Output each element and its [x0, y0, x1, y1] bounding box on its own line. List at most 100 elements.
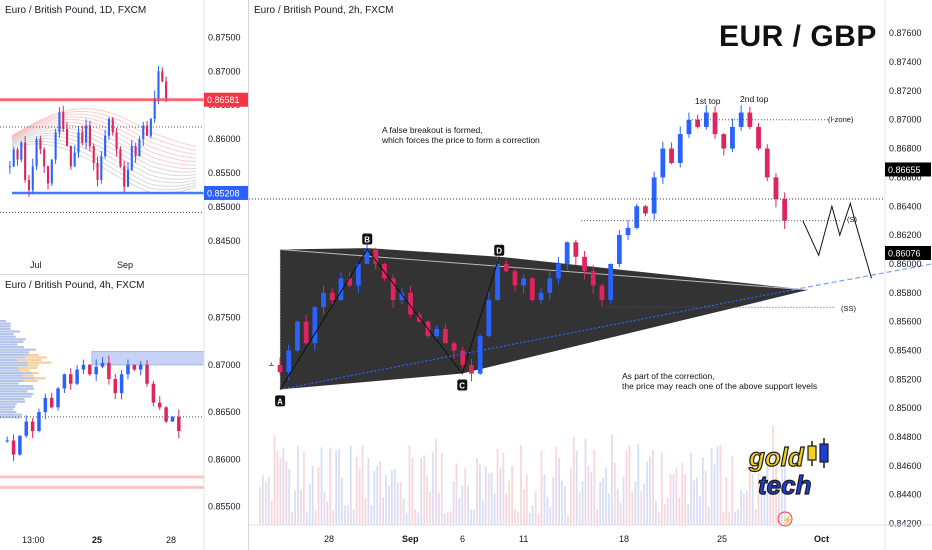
main-candle [469, 364, 474, 374]
daily-candle [73, 152, 76, 167]
volume-bar [549, 507, 552, 525]
volume-bar [479, 464, 481, 525]
moving-average-ribbon-line [11, 121, 197, 166]
volume-bar [432, 452, 434, 525]
main-tick-label: 0.87600 [889, 28, 922, 38]
main-candle [521, 278, 527, 286]
volume-bar [267, 476, 270, 525]
main-candle [321, 292, 326, 308]
volume-bar [452, 481, 455, 525]
abcd-pattern-path [279, 248, 500, 390]
volume-bar [675, 467, 678, 525]
h4-chart-pane[interactable]: 0.87500 0.87000 0.86500 0.86000 0.85500 13:00… [0, 275, 248, 550]
point-marker-label: C [459, 382, 465, 391]
main-candle [399, 292, 405, 300]
volume-bar [396, 482, 399, 525]
volume-bar [426, 476, 428, 525]
main-candle [616, 235, 622, 264]
ascending-trendline [280, 289, 793, 391]
volume-bar [399, 481, 402, 525]
volume-profile-bar [0, 403, 17, 406]
daily-candle [134, 145, 137, 157]
volume-profile-bar [0, 377, 35, 380]
volume-bar [335, 450, 338, 525]
h4-candle [107, 362, 111, 379]
volume-bar [772, 425, 775, 525]
volume-profile-bar-accent [27, 361, 52, 364]
volume-bar [754, 509, 757, 525]
volume-profile-bar [0, 346, 25, 349]
h4-candle [145, 364, 149, 384]
volume-bar [446, 512, 449, 525]
main-candle [295, 321, 300, 351]
h4-red-zone [0, 485, 204, 489]
volume-bar [437, 492, 440, 525]
daily-candle [27, 179, 30, 191]
main-tick-label: 0.86800 [889, 144, 922, 154]
volume-profile-bar [0, 408, 14, 411]
daily-candle [111, 118, 114, 133]
main-candle [730, 126, 735, 149]
daily-candle [115, 132, 118, 150]
volume-bar [440, 453, 443, 525]
logo-candle-icon [807, 438, 829, 468]
main-candle [268, 364, 274, 366]
h4-x-tick-label: 28 [166, 535, 176, 545]
main-candle [564, 242, 570, 264]
main-x-tick-label: Oct [814, 534, 829, 544]
volume-profile-bar-accent [17, 366, 38, 369]
main-x-tick-label: 11 [519, 534, 528, 544]
main-candle [660, 148, 666, 178]
main-candle [695, 119, 701, 127]
main-chart-pane[interactable]: A B C D 0.87600 0.87400 0.87200 0.87000 0.86800 0… [249, 0, 932, 550]
volume-bar [716, 446, 719, 525]
volume-bar [261, 475, 264, 525]
volume-profile-bar [0, 400, 26, 403]
pane-divider-horizontal[interactable] [0, 274, 248, 275]
volume-bar [373, 470, 376, 525]
volume-bar [317, 467, 320, 525]
main-candle [738, 112, 744, 127]
volume-profile-bar [0, 325, 11, 328]
volume-bar [743, 493, 745, 525]
pane-divider-vertical[interactable] [248, 0, 249, 550]
h4-candle [43, 397, 48, 413]
lightning-icon [777, 511, 793, 527]
volume-bar [534, 491, 537, 525]
price-projection-path [802, 201, 872, 279]
volume-bar [593, 450, 596, 525]
volume-bar [696, 477, 698, 525]
volume-bar [443, 513, 446, 525]
volume-bar [435, 439, 437, 525]
volume-bar [379, 460, 382, 525]
volume-bar [578, 492, 581, 525]
h4-candle [119, 374, 124, 394]
h4-candle [170, 416, 175, 422]
h4-candle [138, 364, 143, 370]
main-candle [538, 292, 544, 300]
point-marker-label: A [277, 397, 283, 406]
h4-candle [49, 397, 54, 408]
volume-bar [502, 452, 505, 525]
main-candle [434, 328, 440, 337]
moving-average-ribbon-line [11, 127, 197, 173]
volume-bar [338, 449, 340, 525]
main-red-price-tag [885, 162, 931, 177]
volume-bar [640, 491, 643, 525]
main-x-tick-label: 6 [460, 534, 465, 544]
daily-candle [62, 112, 65, 129]
volume-bar [619, 503, 622, 525]
volume-bar [649, 457, 651, 525]
volume-bar [467, 486, 470, 525]
correction-line1: As part of the correction, [622, 371, 715, 381]
volume-bar [291, 511, 294, 525]
volume-bar [391, 470, 393, 525]
daily-candle [24, 142, 27, 180]
main-tick-label: 0.84800 [889, 432, 922, 442]
volume-bar [276, 450, 279, 525]
volume-bar [393, 468, 396, 525]
volume-bar [405, 512, 408, 525]
daily-chart-pane[interactable]: 0.875000.870000.865000.860000.855000.850… [0, 0, 248, 274]
volume-bar [728, 511, 731, 525]
h4-candle [113, 379, 117, 394]
